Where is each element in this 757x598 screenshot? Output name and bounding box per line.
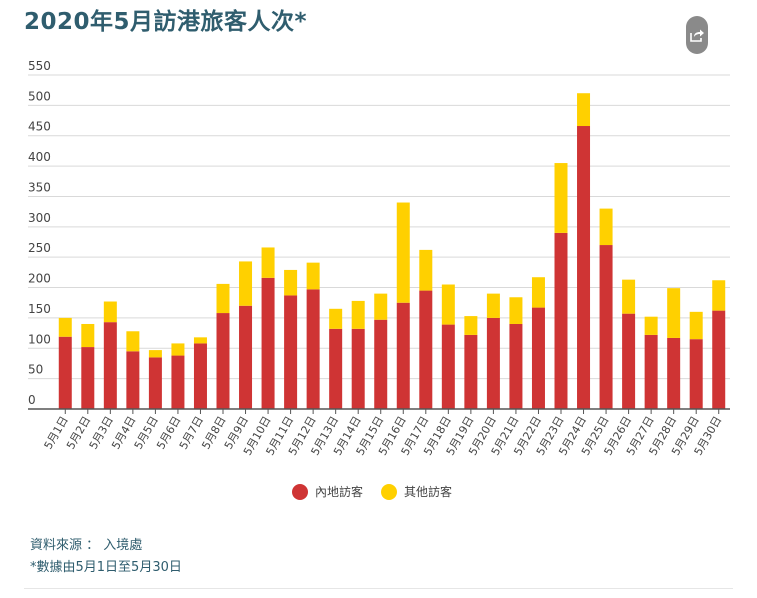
bar-other [396,202,410,303]
bar-mainland [374,319,388,409]
bar-other [261,247,275,278]
y-tick-label: 150 [28,302,51,316]
legend: 內地訪客 其他訪客 [292,483,470,500]
bar-mainland [81,347,95,409]
bar-other [577,93,591,127]
y-tick-label: 250 [28,241,51,255]
bar-other [351,300,365,329]
bar-mainland [216,313,230,409]
y-tick-label: 300 [28,211,51,225]
y-tick-label: 550 [28,59,51,73]
bar-other [284,269,298,296]
bar-other [58,317,72,337]
bar-other [171,343,185,356]
bar-mainland [171,355,185,409]
bar-mainland [351,328,365,409]
bar-other [216,283,230,314]
bar-other [712,280,726,311]
bar-mainland [148,357,162,409]
bar-mainland [306,289,320,409]
bar-mainland [464,334,478,409]
bar-other [419,249,433,291]
bar-mainland [689,339,703,409]
y-tick-label: 450 [28,120,51,134]
bar-mainland [531,307,545,409]
source-note: 資料來源 ： 入境處 *數據由5月1日至5月30日 [30,535,182,579]
divider [24,588,733,589]
bar-other [306,262,320,290]
y-tick-label: 500 [28,89,51,103]
bar-other [644,316,658,335]
bar-mainland [712,310,726,409]
data-range-note: *數據由5月1日至5月30日 [30,560,182,575]
bar-mainland [329,328,343,409]
bar-mainland [126,351,140,409]
bar-mainland [644,334,658,409]
source-line: 資料來源 ： 入境處 [30,538,143,553]
legend-item-mainland[interactable]: 內地訪客 [292,483,363,500]
legend-swatch-other [381,483,398,500]
bar-other [193,337,207,344]
y-tick-label: 400 [28,150,51,164]
bar-other [148,350,162,358]
legend-swatch-mainland [292,483,308,500]
bar-other [599,208,613,246]
bar-mainland [441,324,455,409]
y-tick-label: 350 [28,180,51,194]
chart-title: 2020年5月訪港旅客人次* [24,9,308,35]
bar-other [554,163,568,233]
bar-other [486,293,500,318]
bar-mainland [58,336,72,409]
bar-other [374,293,388,320]
bar-mainland [103,322,117,409]
y-tick-label: 100 [28,332,51,346]
bar-other [622,279,636,314]
bar-mainland [667,337,681,409]
share-icon [690,29,704,42]
bar-other [667,288,681,338]
bar-other [103,301,117,323]
bar-other [509,297,523,324]
y-tick-label: 50 [28,363,43,377]
y-tick-label: 0 [28,393,36,407]
bar-other [81,323,95,348]
bar-other [531,277,545,308]
bar-mainland [396,302,410,409]
legend-item-other[interactable]: 其他訪客 [381,483,452,500]
bar-other [689,311,703,340]
y-tick-label: 200 [28,272,51,286]
bar-other [126,331,140,352]
stacked-bar-chart: 0501001502002503003504004505005505月1日5月2… [28,59,730,458]
share-button[interactable] [686,16,708,54]
bar-mainland [509,323,523,409]
bar-mainland [193,343,207,409]
legend-label-mainland: 內地訪客 [315,485,364,499]
bar-other [464,316,478,335]
legend-label-other: 其他訪客 [404,485,453,499]
bar-mainland [486,317,500,409]
bar-other [239,261,253,306]
bar-mainland [577,126,591,409]
bar-mainland [554,232,568,409]
bar-other [441,284,455,325]
bar-mainland [239,305,253,409]
bar-other [329,308,343,329]
bar-mainland [284,295,298,409]
bar-mainland [419,290,433,409]
bar-mainland [261,277,275,409]
bar-mainland [599,245,613,409]
bar-mainland [622,313,636,409]
